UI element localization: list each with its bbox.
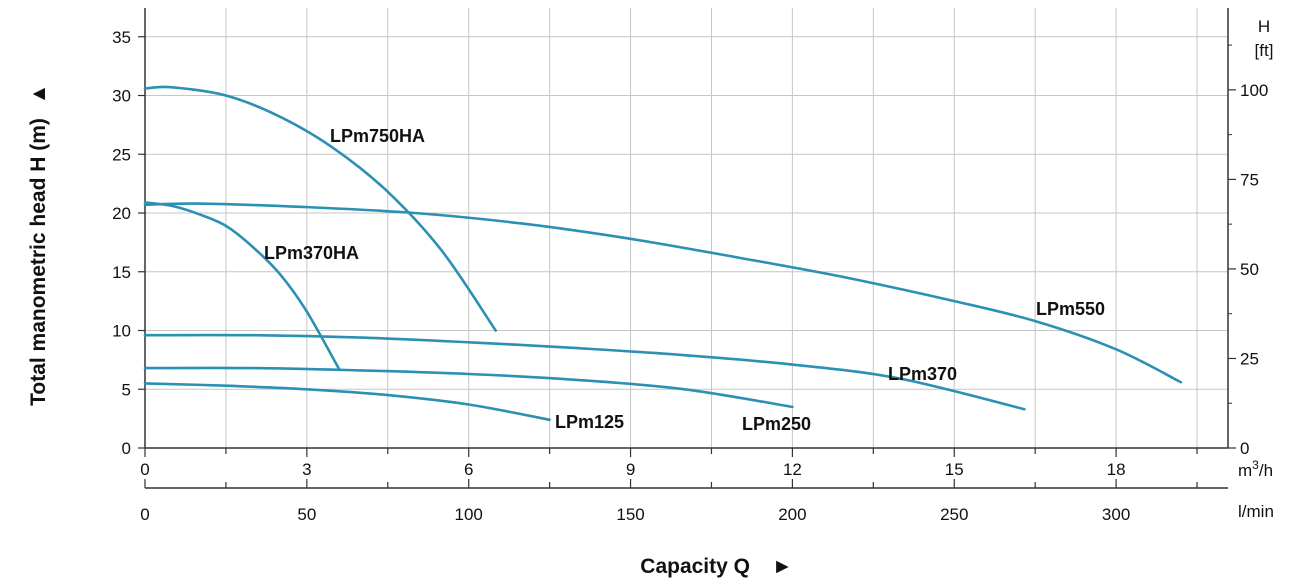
y-tick-label: 10 <box>112 322 131 341</box>
top-x-axis-unit: m3/h <box>1238 458 1273 480</box>
x-bottom-tick-label: 100 <box>455 505 483 524</box>
right-y-tick-label: 100 <box>1240 81 1268 100</box>
curve-label-lpm125: LPm125 <box>555 412 624 432</box>
curve-lpm550 <box>143 202 1183 384</box>
y-tick-label: 35 <box>112 28 131 47</box>
curve-labels: LPm750HA LPm550 LPm370HA LPm370 LPm250 LPm125 <box>264 126 1105 434</box>
curve-label-lpm250: LPm250 <box>742 414 811 434</box>
y-tick-label: 30 <box>112 87 131 106</box>
y-tick-label: 0 <box>122 439 131 458</box>
x-axis-arrow: ► <box>772 555 793 578</box>
x-bottom-tick-label: 150 <box>616 505 644 524</box>
bottom-x-axis-unit: l/min <box>1238 502 1274 521</box>
curve-label-lpm750ha: LPm750HA <box>330 126 425 146</box>
curve-lpm250 <box>143 366 794 409</box>
x-top-tick-label: 6 <box>464 460 473 479</box>
x-top-tick-label: 9 <box>626 460 635 479</box>
x-bottom-tick-label: 0 <box>140 505 149 524</box>
x-top-tick-label: 18 <box>1107 460 1126 479</box>
curves <box>143 85 1183 422</box>
right-axis-unit-name: H <box>1258 17 1270 36</box>
right-y-tick-label: 50 <box>1240 260 1259 279</box>
y-tick-label: 20 <box>112 204 131 223</box>
right-y-tick-label: 75 <box>1240 170 1259 189</box>
x-bottom-tick-label: 300 <box>1102 505 1130 524</box>
right-y-tick-label: 0 <box>1240 439 1249 458</box>
curve-lpm370ha <box>143 201 341 371</box>
right-y-tick-label: 25 <box>1240 349 1259 368</box>
y-axis-arrow: ▲ <box>27 84 50 105</box>
x-top-tick-label: 3 <box>302 460 311 479</box>
curve-lpm125 <box>143 382 551 422</box>
x-bottom-tick-label: 50 <box>297 505 316 524</box>
curve-lpm750ha <box>143 85 497 332</box>
grid <box>145 8 1228 448</box>
x-top-tick-label: 12 <box>783 460 802 479</box>
x-bottom-tick-label: 250 <box>940 505 968 524</box>
x-axis-title: Capacity Q <box>640 555 750 578</box>
curve-label-lpm550: LPm550 <box>1036 299 1105 319</box>
y-axis-title: Total manometric head H (m) <box>27 118 50 406</box>
x-top-tick-label: 15 <box>945 460 964 479</box>
curve-label-lpm370ha: LPm370HA <box>264 243 359 263</box>
curve-label-lpm370: LPm370 <box>888 364 957 384</box>
y-tick-label: 25 <box>112 145 131 164</box>
curve-lpm370 <box>143 333 1026 411</box>
axes <box>138 8 1236 489</box>
tick-labels: 0 5 10 15 20 25 30 35 0 25 50 75 100 0 3 6 9 12 15 18 0 50 100… <box>112 28 1268 524</box>
y-tick-label: 5 <box>122 380 131 399</box>
y-tick-label: 15 <box>112 263 131 282</box>
right-axis-unit: [ft] <box>1255 41 1274 60</box>
x-bottom-tick-label: 200 <box>778 505 806 524</box>
x-top-tick-label: 0 <box>140 460 149 479</box>
